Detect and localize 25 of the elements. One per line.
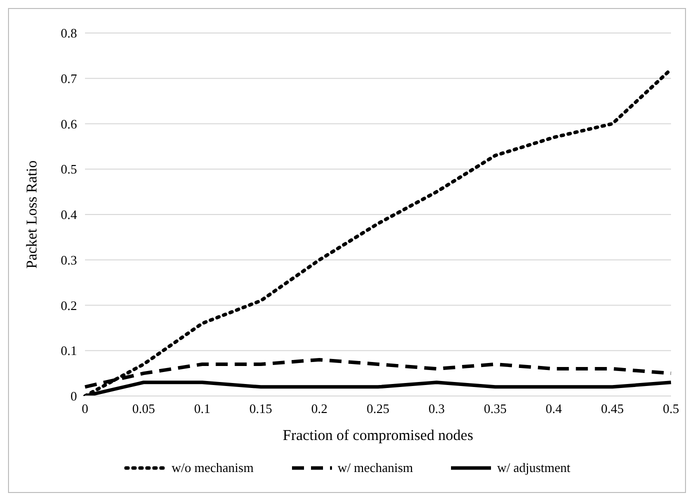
y-axis-title: Packet Loss Ratio (24, 160, 40, 269)
x-tick-label: 0.25 (366, 401, 390, 416)
x-tick-label: 0.4 (546, 401, 562, 416)
y-tick-label: 0.7 (60, 70, 78, 86)
y-tick-label: 0.1 (60, 343, 77, 358)
x-tick-label: 0.1 (194, 401, 210, 416)
legend-label: w/ adjustment (497, 460, 570, 476)
x-tick-label: 0.35 (484, 401, 507, 416)
x-tick-label: 0.05 (132, 401, 155, 416)
x-tick-label: 0.5 (662, 401, 680, 416)
y-tick-label: 0.4 (60, 207, 78, 222)
y-tick-label: 0.8 (60, 26, 77, 41)
x-tick-label: 0.2 (311, 401, 328, 416)
y-tick-label: 0.2 (60, 298, 77, 313)
y-tick-label: 0.3 (60, 252, 77, 268)
x-tick-label: 0.45 (601, 401, 624, 416)
x-tick-label: 0.3 (428, 401, 445, 416)
x-tick-label: 0.15 (249, 401, 272, 416)
legend-label: w/ mechanism (338, 460, 414, 476)
y-tick-label: 0 (70, 388, 77, 404)
y-tick-label: 0.5 (60, 162, 77, 177)
legend-label: w/o mechanism (172, 460, 254, 476)
x-tick-label: 0 (82, 401, 88, 416)
y-tick-label: 0.6 (60, 116, 78, 132)
x-axis-title: Fraction of compromised nodes (282, 428, 474, 444)
